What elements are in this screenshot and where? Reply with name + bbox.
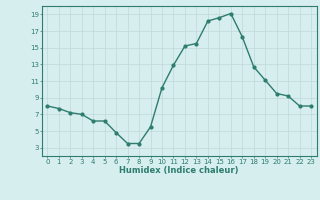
X-axis label: Humidex (Indice chaleur): Humidex (Indice chaleur) <box>119 166 239 175</box>
